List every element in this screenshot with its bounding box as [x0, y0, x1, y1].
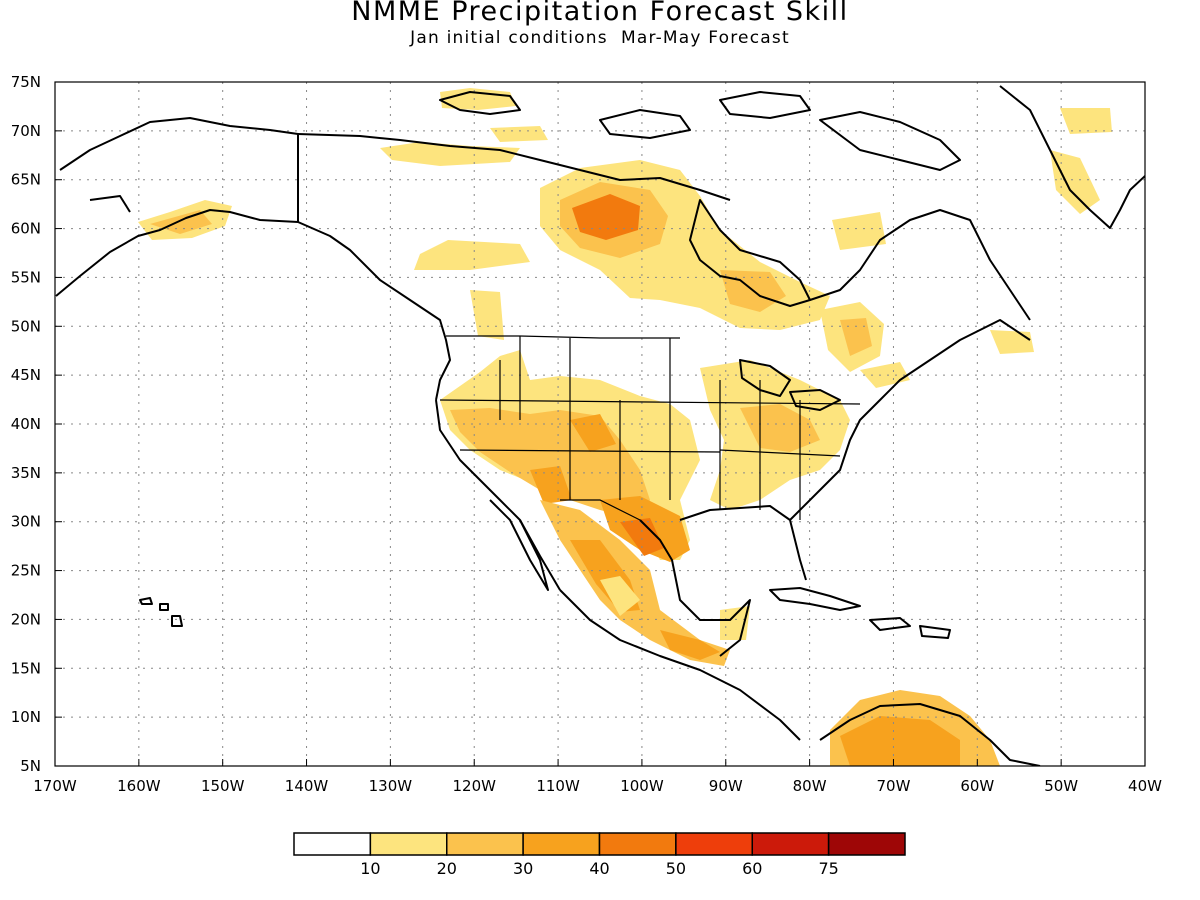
lat-tick-label: 75N: [11, 73, 41, 91]
map-title: NMME Precipitation Forecast Skill: [351, 0, 849, 27]
lat-tick-label: 10N: [11, 708, 41, 726]
lat-tick-label: 45N: [11, 366, 41, 384]
lon-tick-label: 90W: [709, 777, 743, 795]
political-boundaries: [439, 335, 861, 521]
lat-tick-label: 60N: [11, 220, 41, 238]
lon-tick-label: 100W: [620, 777, 664, 795]
colorbar-label: 60: [742, 859, 762, 878]
lon-tick-label: 80W: [793, 777, 827, 795]
colorbar-label: 20: [437, 859, 457, 878]
lon-tick-label: 130W: [369, 777, 413, 795]
lon-tick-label: 110W: [536, 777, 580, 795]
lat-tick-label: 25N: [11, 562, 41, 580]
latitude-labels: 75N 70N 65N 60N 55N 50N 45N 40N 35N 30N 25N 20N 15N 1…: [11, 73, 41, 775]
map-subtitle: Jan initial conditions Mar-May Forecast: [410, 28, 790, 48]
lat-tick-label: 20N: [11, 610, 41, 628]
axis-ticks: [54, 81, 1146, 767]
lon-tick-label: 160W: [117, 777, 161, 795]
lat-tick-label: 70N: [11, 122, 41, 140]
skill-shading: [138, 88, 1112, 766]
lon-tick-label: 140W: [285, 777, 329, 795]
longitude-labels: 170W 160W 150W 140W 130W 120W 110W 100W 90W 80W 70…: [33, 777, 1162, 795]
colorbar-segment: [369, 832, 448, 856]
lat-tick-label: 5N: [20, 757, 41, 775]
colorbar-label: 10: [360, 859, 380, 878]
colorbar-segment: [827, 832, 906, 856]
lat-tick-label: 40N: [11, 415, 41, 433]
lat-tick-label: 35N: [11, 464, 41, 482]
colorbar-label: 50: [666, 859, 686, 878]
coastlines: [55, 85, 1145, 766]
colorbar-label: 75: [818, 859, 838, 878]
lat-tick-label: 65N: [11, 171, 41, 189]
colorbar: 10 20 30 40 50 60 75: [293, 832, 906, 878]
lat-tick-label: 50N: [11, 317, 41, 335]
lon-tick-label: 70W: [877, 777, 911, 795]
lat-tick-label: 55N: [11, 268, 41, 286]
colorbar-label: 30: [513, 859, 533, 878]
colorbar-segment: [293, 832, 372, 856]
colorbar-segment: [446, 832, 524, 856]
colorbar-segment: [751, 832, 830, 856]
lat-tick-label: 15N: [11, 659, 41, 677]
lon-tick-label: 150W: [201, 777, 245, 795]
lon-tick-label: 50W: [1044, 777, 1078, 795]
colorbar-segment: [522, 832, 601, 856]
lon-tick-label: 40W: [1128, 777, 1162, 795]
lon-tick-label: 60W: [960, 777, 994, 795]
map-gridlines: [55, 82, 1145, 766]
colorbar-segment: [675, 832, 753, 856]
lon-tick-label: 120W: [452, 777, 496, 795]
colorbar-label: 40: [589, 859, 609, 878]
colorbar-segment: [598, 832, 677, 856]
lon-tick-label: 170W: [33, 777, 77, 795]
lat-tick-label: 30N: [11, 513, 41, 531]
